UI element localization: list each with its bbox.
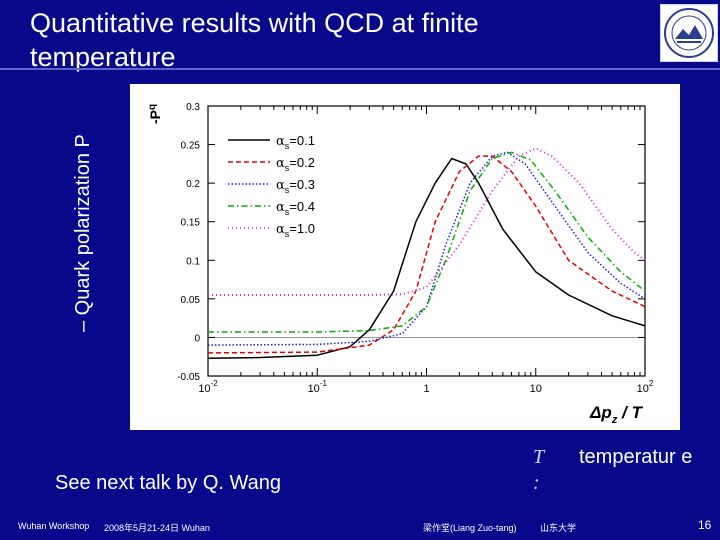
legend-entry: αs=0.3	[276, 177, 315, 195]
series-line-5	[208, 147, 646, 296]
title-underline	[0, 68, 720, 70]
x-axis-label: Δpz / T	[589, 403, 643, 426]
legend-entry: αs=0.1	[276, 133, 315, 151]
y-tick-label: 0.1	[186, 256, 200, 267]
legend-entry: αs=1.0	[276, 221, 315, 239]
x-tick-label: 10	[530, 383, 542, 395]
see-next-talk-note: See next talk by Q. Wang	[55, 472, 282, 494]
y-axis-label: -Pq	[147, 104, 163, 124]
footer-author: 梁作堂(Liang Zuo-tang)	[423, 523, 517, 533]
outer-y-axis-label: – Quark polarization P	[72, 134, 94, 332]
footer-date: 2008年5月21-24日 Wuhan	[104, 523, 210, 533]
x-tick-label: 1	[423, 383, 429, 395]
series-line-2	[207, 155, 646, 354]
series-line-1	[207, 157, 646, 360]
seal-icon	[664, 8, 714, 58]
temperature-symbol: T :	[533, 446, 544, 494]
y-tick-label: 0.2	[186, 179, 200, 190]
y-tick-label: 0.05	[181, 295, 201, 306]
university-logo	[660, 4, 718, 62]
chart-panel: -0.05 0 0.05 0.1 0.15 0.2 0.25 0.3 10-2 10-1 1 10 10…	[130, 84, 680, 430]
chart: -0.05 0 0.05 0.1 0.15 0.2 0.25 0.3 10-2 10-1 1 10 10…	[147, 102, 654, 426]
temperature-text: temperatur e	[579, 446, 693, 468]
x-tick-label: 102	[637, 379, 654, 395]
x-tick-label: 10-2	[198, 379, 218, 395]
footer-workshop: Wuhan Workshop	[18, 521, 90, 531]
series-line-4	[208, 151, 646, 333]
y-tick-label: 0.3	[186, 102, 200, 113]
y-tick-label: 0.15	[181, 218, 201, 229]
series-line-3	[207, 151, 646, 346]
footer-affiliation: 山东大学	[540, 523, 577, 533]
page-number: 16	[698, 518, 712, 532]
x-tick-label: 10-1	[308, 379, 328, 395]
legend-entry: αs=0.2	[276, 155, 315, 173]
legend-entry: αs=0.4	[276, 199, 315, 217]
y-tick-label: 0.25	[181, 141, 201, 152]
y-tick-label: 0	[194, 333, 200, 344]
slide-title: Quantitative results with QCD at finite …	[30, 8, 479, 72]
y-tick-label: -0.05	[177, 372, 200, 383]
